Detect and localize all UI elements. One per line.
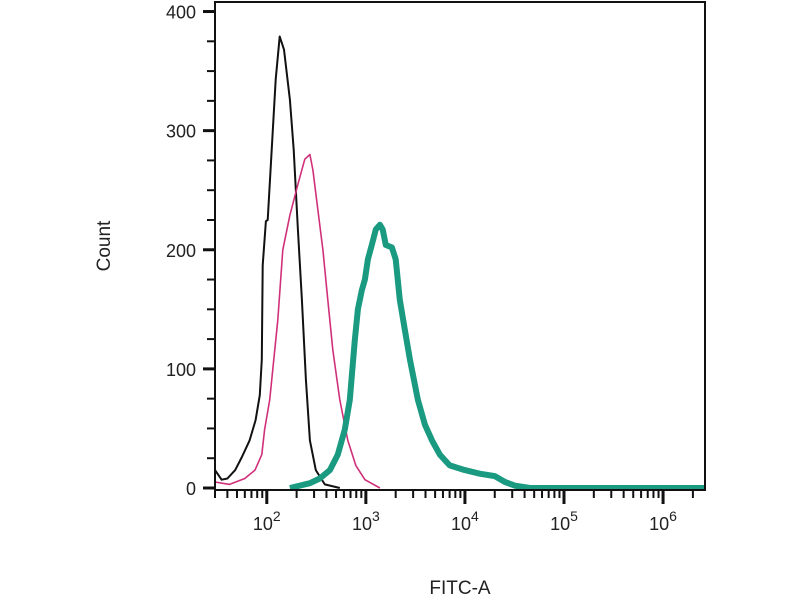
x-tick-label: 103 [352, 508, 380, 534]
x-tick-exponent: 6 [669, 508, 677, 524]
y-tick-label: 200 [166, 241, 196, 261]
x-tick-exponent: 5 [570, 508, 578, 524]
x-tick-base: 10 [253, 514, 273, 534]
x-tick-exponent: 4 [471, 508, 479, 524]
x-tick-exponent: 3 [372, 508, 380, 524]
histogram-curves [214, 35, 705, 491]
plot-frame [214, 1, 706, 491]
axis-ticks [203, 10, 694, 504]
x-tick-base: 10 [550, 514, 570, 534]
y-tick-label: 0 [186, 479, 196, 499]
x-tick-label: 105 [550, 508, 578, 534]
histogram-series-2 [214, 153, 381, 489]
histogram-series-1 [214, 35, 341, 489]
x-axis-label: FITC-A [429, 578, 491, 599]
y-tick-label: 300 [166, 122, 196, 142]
x-tick-label: 106 [649, 508, 677, 534]
y-tick-label: 400 [166, 3, 196, 23]
x-tick-base: 10 [451, 514, 471, 534]
x-tick-label: 102 [253, 508, 281, 534]
y-tick-label: 100 [166, 360, 196, 380]
y-axis-label: Count [94, 220, 115, 271]
x-tick-label: 104 [451, 508, 479, 534]
x-tick-exponent: 2 [273, 508, 281, 524]
x-tick-base: 10 [352, 514, 372, 534]
x-tick-base: 10 [649, 514, 669, 534]
histogram-series-3 [289, 221, 705, 491]
